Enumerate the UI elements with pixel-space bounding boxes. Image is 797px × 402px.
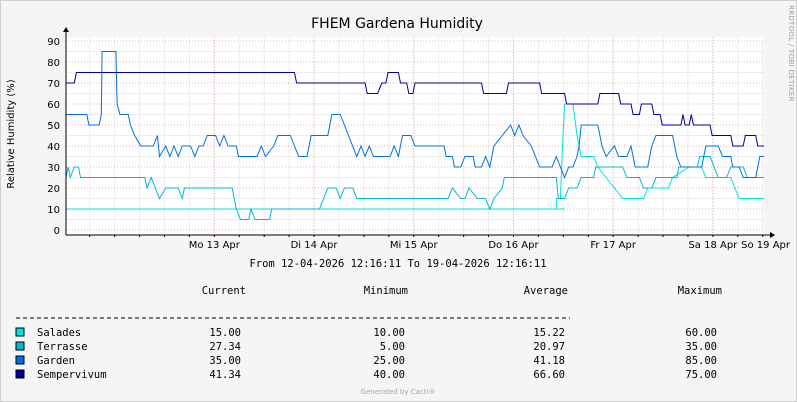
- legend-series-name: Garden: [37, 355, 75, 367]
- y-tick-label: 60: [47, 100, 60, 111]
- y-tick-label: 30: [47, 163, 60, 174]
- axes: [63, 27, 775, 238]
- series-line-garden: [66, 51, 764, 179]
- x-tick-label: Mo 13 Apr: [189, 240, 241, 251]
- y-tick-label: 80: [47, 58, 60, 69]
- legend-header-minimum: Minimum: [364, 285, 408, 297]
- legend-swatch: [15, 369, 25, 379]
- legend-series-name: Terrasse: [37, 341, 88, 353]
- legend-maximum: 60.00: [685, 327, 717, 339]
- y-tick-label: 40: [47, 142, 60, 153]
- legend-maximum: 35.00: [685, 341, 717, 353]
- legend-minimum: 5.00: [380, 341, 405, 353]
- legend-average: 15.22: [533, 327, 565, 339]
- y-tick-label: 20: [47, 184, 60, 195]
- legend-row: Salades 15.00 10.00 15.22 60.00: [15, 327, 717, 339]
- legend-current: 35.00: [209, 355, 241, 367]
- legend-row: Garden 35.00 25.00 41.18 85.00: [15, 355, 717, 367]
- x-tick-label: So 19 Apr: [741, 240, 791, 251]
- legend-maximum: 75.00: [685, 369, 717, 381]
- legend: Salades 15.00 10.00 15.22 60.00 Terrasse…: [15, 327, 717, 381]
- legend-minimum: 25.00: [373, 355, 405, 367]
- legend-header-average: Average: [524, 285, 568, 297]
- legend-minimum: 10.00: [373, 327, 405, 339]
- legend-swatch: [15, 327, 25, 337]
- x-axis-ticks: Mo 13 Apr Di 14 Apr Mi 15 Apr Do 16 Apr Fr 1…: [189, 240, 791, 251]
- y-axis-ticks: 0 10 20 30 40 50 60 70 80 90: [47, 37, 60, 237]
- series-line-terrasse: [65, 156, 764, 220]
- period-text: From 12-04-2026 12:16:11 To 19-04-2026 1…: [249, 258, 546, 270]
- y-axis-arrow: [63, 27, 69, 32]
- legend-series-name: Sempervivum: [37, 369, 107, 381]
- chart-title: FHEM Gardena Humidity: [311, 16, 483, 32]
- legend-header-current: Current: [202, 285, 246, 297]
- series-lines: [65, 51, 764, 220]
- legend-row: Terrasse 27.34 5.00 20.97 35.00: [15, 341, 717, 353]
- legend-current: 15.00: [209, 327, 241, 339]
- y-tick-label: 70: [47, 79, 60, 90]
- y-tick-label: 0: [54, 226, 60, 237]
- rrdtool-watermark: RRDTOOL / TOBI OETIKER: [787, 5, 795, 102]
- legend-swatch: [15, 341, 25, 351]
- y-tick-label: 10: [47, 205, 60, 216]
- x-tick-label: Do 16 Apr: [488, 240, 539, 251]
- x-tick-label: Di 14 Apr: [291, 240, 339, 251]
- y-tick-label: 50: [47, 121, 60, 132]
- x-tick-label: Mi 15 Apr: [390, 240, 439, 251]
- x-tick-label: Sa 18 Apr: [688, 240, 738, 251]
- y-axis-label: Relative Humidity (%): [6, 79, 17, 188]
- legend-row: Sempervivum 41.34 40.00 66.60 75.00: [15, 369, 717, 381]
- legend-average: 41.18: [533, 355, 565, 367]
- legend-current: 41.34: [209, 369, 241, 381]
- y-tick-label: 90: [47, 37, 60, 48]
- legend-minimum: 40.00: [373, 369, 405, 381]
- legend-header-maximum: Maximum: [678, 285, 722, 297]
- legend-header: Current Minimum Average Maximum: [202, 285, 722, 297]
- legend-average: 66.60: [533, 369, 565, 381]
- legend-maximum: 85.00: [685, 355, 717, 367]
- legend-series-name: Salades: [37, 327, 81, 339]
- legend-average: 20.97: [533, 341, 565, 353]
- legend-current: 27.34: [209, 341, 241, 353]
- x-axis-arrow: [770, 232, 775, 238]
- footer-text: Generated by Cacti®: [361, 388, 436, 396]
- legend-swatch: [15, 355, 25, 365]
- series-line-sempervivum: [66, 72, 764, 147]
- x-tick-label: Fr 17 Apr: [590, 240, 636, 251]
